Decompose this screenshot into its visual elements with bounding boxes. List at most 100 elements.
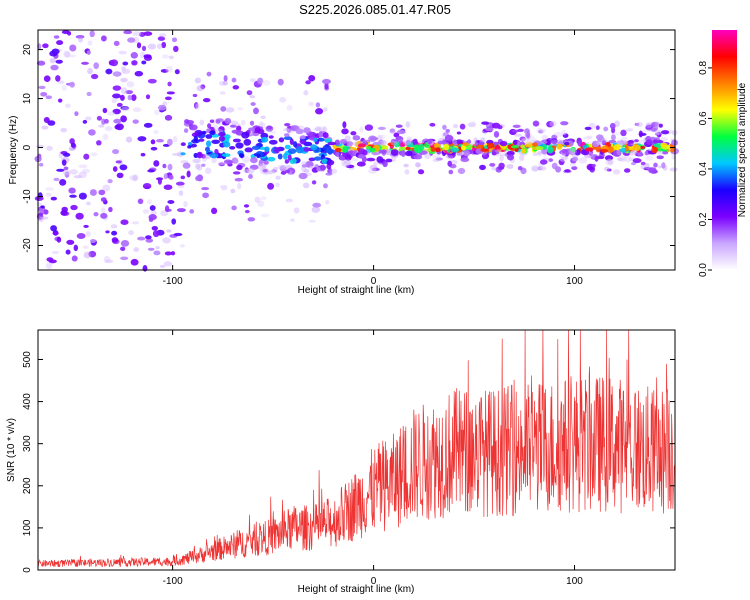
spectrogram-point: [385, 158, 393, 163]
spectrogram-point: [120, 256, 129, 261]
spectrogram-point: [120, 219, 129, 226]
spectrogram-point: [156, 138, 164, 143]
spectrogram-point: [417, 169, 425, 175]
spectrogram-point: [162, 237, 171, 244]
spectrogram-point: [532, 152, 538, 157]
spectrogram-point: [126, 81, 135, 88]
spectrogram-point: [130, 258, 139, 266]
spectrogram-point: [205, 167, 212, 175]
spectrogram-point: [644, 151, 650, 156]
spectrogram-point: [145, 238, 154, 243]
spectrogram-point: [153, 160, 160, 167]
spectrogram-point: [41, 125, 49, 130]
spectrogram-point: [157, 104, 167, 111]
spectrogram-point: [364, 124, 374, 131]
spectrogram-point: [202, 97, 211, 103]
spectrogram-point: [218, 80, 226, 86]
spectrogram-point: [313, 127, 323, 132]
spectrogram-point: [445, 129, 450, 133]
spectrogram-point: [119, 94, 125, 101]
spectrogram-point: [100, 197, 107, 202]
spectrogram-point: [167, 200, 175, 204]
spectrogram-point: [452, 123, 459, 129]
spectrogram-point: [85, 230, 91, 238]
spectrogram-point: [442, 124, 447, 130]
spectrogram-point: [512, 124, 521, 129]
colorbar-tick-label: 0.0: [698, 263, 709, 277]
spectrogram-point: [427, 139, 432, 145]
spectrogram-point: [403, 163, 409, 168]
spectrogram-point: [584, 126, 592, 131]
spectrogram-point: [558, 158, 565, 166]
spectrogram-point: [561, 129, 567, 136]
spectrogram-point: [43, 116, 50, 124]
spectrogram-point: [60, 210, 68, 216]
spectrogram-point: [616, 139, 626, 146]
spectrogram-point: [115, 160, 122, 164]
spectrogram-point: [232, 138, 241, 143]
spectrogram-xtick-label: 100: [566, 276, 583, 287]
spectrogram-point: [381, 140, 388, 145]
spectrogram-point: [535, 146, 544, 151]
spectrogram-point: [68, 54, 77, 58]
spectrogram-point: [308, 165, 314, 171]
spectrogram-point: [38, 217, 44, 223]
spectrogram-point: [519, 136, 526, 142]
spectrogram-point: [86, 91, 92, 97]
spectrogram-point: [378, 134, 386, 140]
snr-xlabel: Height of straight line (km): [298, 584, 415, 595]
spectrogram-point: [202, 192, 210, 199]
spectrogram-point: [187, 145, 192, 149]
spectrogram-point: [639, 145, 646, 150]
spectrogram-point: [227, 160, 233, 165]
spectrogram-point: [43, 209, 49, 215]
spectrogram-point: [634, 122, 640, 126]
spectrogram-point: [121, 68, 127, 74]
spectrogram-point: [230, 188, 236, 194]
spectrogram-point: [205, 134, 213, 139]
spectrogram-dots: [34, 30, 680, 272]
spectrogram-point: [264, 146, 270, 152]
spectrogram-point: [520, 148, 526, 154]
spectrogram-point: [143, 122, 153, 128]
spectrogram-point: [661, 162, 666, 169]
spectrogram-point: [111, 230, 118, 236]
spectrogram-point: [377, 140, 385, 145]
spectrogram-point: [205, 146, 210, 152]
spectrogram-point: [174, 69, 180, 75]
spectrogram-point: [341, 128, 349, 135]
spectrogram-xtick-label: -100: [163, 276, 183, 287]
spectrogram-point: [200, 84, 206, 90]
spectrogram-point: [78, 36, 83, 43]
spectrogram-point: [40, 205, 45, 209]
spectrogram-point: [136, 42, 142, 49]
spectrogram-point: [322, 126, 327, 134]
spectrogram-point: [346, 141, 354, 147]
spectrogram-point: [157, 36, 166, 41]
spectrogram-point: [279, 96, 287, 103]
spectrogram-point: [621, 140, 629, 145]
spectrogram-point: [220, 106, 227, 112]
spectrogram-point: [159, 264, 166, 268]
spectrogram-point: [83, 153, 90, 160]
spectrogram-point: [150, 146, 158, 151]
spectrogram-point: [658, 123, 663, 128]
spectrogram-point: [225, 107, 235, 113]
spectrogram-point: [62, 169, 71, 176]
spectrogram-point: [171, 218, 177, 225]
spectrogram-point: [551, 138, 558, 145]
spectrogram-point: [87, 40, 93, 46]
spectrogram-point: [64, 51, 71, 58]
spectrogram-point: [526, 131, 531, 139]
spectrogram-point: [279, 165, 287, 172]
spectrogram-point: [525, 139, 533, 145]
spectrogram-point: [283, 152, 288, 160]
spectrogram-point: [612, 169, 621, 175]
spectrogram-point: [285, 198, 294, 203]
spectrogram-point: [211, 139, 221, 144]
spectrogram-point: [243, 169, 251, 173]
spectrogram-point: [334, 139, 340, 146]
spectrogram-point: [251, 145, 261, 150]
spectrogram-point: [546, 121, 554, 128]
spectrogram-point: [267, 170, 276, 175]
